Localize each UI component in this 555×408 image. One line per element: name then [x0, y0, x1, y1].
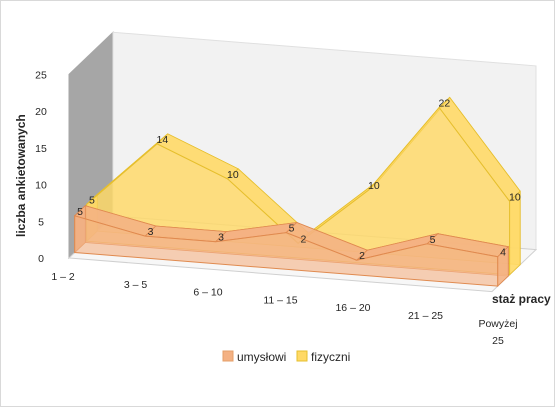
- y-tick-label: 25: [35, 69, 47, 81]
- y-tick-label: 0: [38, 253, 44, 265]
- y-tick-label: 20: [35, 106, 47, 118]
- data-label-fizyczni: 22: [439, 97, 451, 109]
- x-tick-label: Powyżej: [478, 318, 517, 330]
- y-tick-label: 5: [38, 216, 44, 228]
- x-tick-label: 16 – 20: [335, 302, 370, 314]
- data-label-fizyczni: 10: [509, 191, 521, 203]
- legend-swatch-umyslowi: [222, 350, 234, 362]
- x-tick-label: 21 – 25: [408, 310, 443, 322]
- x-tick-label: 25: [492, 335, 504, 347]
- data-label-umyslowi: 5: [289, 223, 295, 235]
- y-tick-label: 10: [35, 180, 47, 192]
- x-axis-ticks: 1 – 2 3 – 5 6 – 10 11 – 15 16 – 20 21 – 25 Pow…: [51, 271, 517, 347]
- data-label-umyslowi: 4: [500, 247, 506, 259]
- series-umyslowi: [73, 204, 510, 288]
- data-label-umyslowi: 3: [218, 232, 224, 244]
- x-tick-label: 6 – 10: [193, 287, 222, 299]
- x-tick-label: 3 – 5: [124, 279, 148, 291]
- data-label-fizyczni: 5: [89, 194, 95, 206]
- data-label-umyslowi: 2: [359, 250, 365, 262]
- area-front-umyslowi: [74, 215, 499, 287]
- legend: umysłowi fizyczni: [222, 350, 350, 364]
- x-tick-label: 11 – 15: [263, 294, 297, 306]
- data-label-fizyczni: 2: [300, 233, 306, 245]
- y-axis-ticks: 0 5 10 15 20 25: [35, 69, 47, 265]
- data-label-umyslowi: 5: [77, 206, 83, 218]
- y-axis-title: liczba ankietowanych: [14, 114, 28, 237]
- data-label-fizyczni: 10: [227, 169, 239, 181]
- data-labels-fizyczni: 5 14 10 2 10 22 10: [89, 97, 521, 245]
- x-tick-label: 1 – 2: [51, 271, 75, 283]
- x-axis-title: staż pracy: [492, 292, 551, 306]
- legend-label-fizyczni: fizyczni: [311, 350, 350, 364]
- data-label-fizyczni: 10: [368, 180, 380, 192]
- data-label-umyslowi: 3: [148, 226, 154, 238]
- area-cap-right-fizyczni: [509, 190, 521, 276]
- legend-label-umyslowi: umysłowi: [237, 350, 286, 364]
- legend-swatch-fizyczni: [296, 350, 308, 362]
- data-label-fizyczni: 14: [157, 134, 169, 146]
- y-tick-label: 15: [35, 143, 47, 155]
- data-label-umyslowi: 5: [430, 234, 436, 246]
